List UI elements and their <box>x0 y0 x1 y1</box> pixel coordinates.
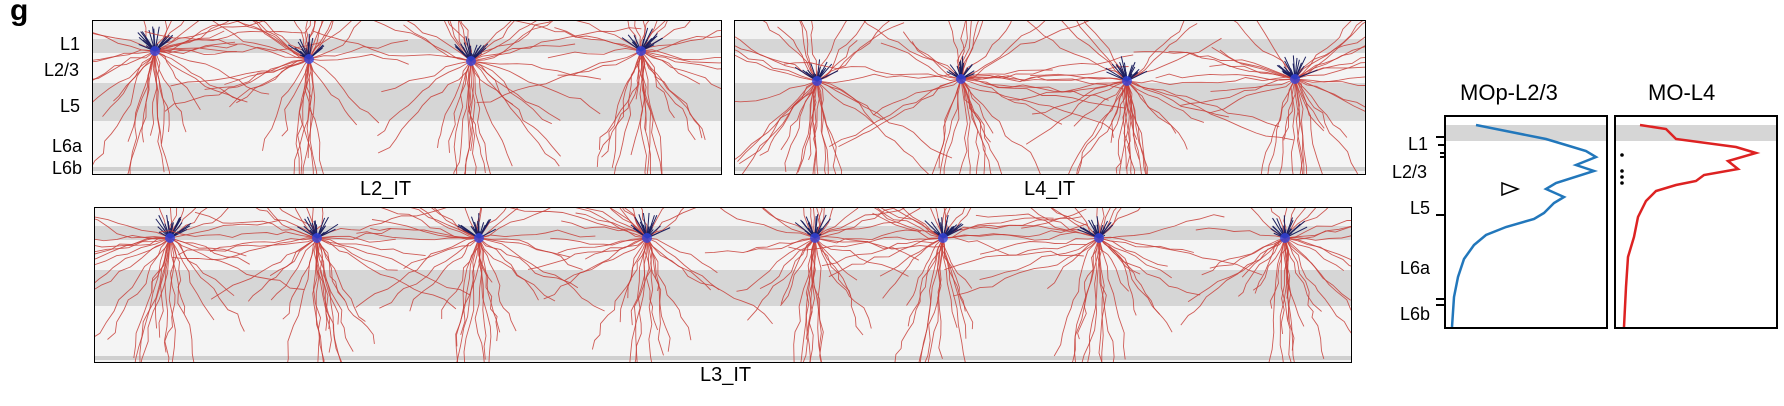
profile-layer-l1: L1 <box>1408 134 1428 155</box>
layer-label-l23: L2/3 <box>44 60 79 81</box>
profile-title-mo-l4: MO-L4 <box>1648 80 1715 106</box>
l4-it-panel <box>734 20 1366 175</box>
neuron-7 <box>1181 208 1352 363</box>
profile-curve-mop-l23 <box>1446 117 1606 327</box>
neuron-4 <box>690 208 944 363</box>
panel-letter: g <box>10 0 28 28</box>
neuron-0 <box>95 208 304 363</box>
profile-title-mop-l23: MOp-L2/3 <box>1460 80 1558 106</box>
profile-layer-l6a: L6a <box>1400 258 1430 279</box>
layer-label-l6a: L6a <box>52 136 82 157</box>
profile-layer-l5: L5 <box>1410 198 1430 219</box>
l3-it-panel <box>94 207 1352 363</box>
l2-it-panel <box>92 20 722 175</box>
group-label-l4-it: L4_IT <box>1024 178 1075 201</box>
layer-label-l1: L1 <box>60 34 80 55</box>
neuron-2 <box>344 208 604 363</box>
profile-panel-mo-l4 <box>1614 115 1778 329</box>
neuron-3 <box>510 208 772 363</box>
neuron-0 <box>93 21 321 175</box>
profile-layer-l6b: L6b <box>1400 304 1430 325</box>
l3-it-neurons <box>95 208 1352 363</box>
layer-label-l6b: L6b <box>52 158 82 179</box>
neuron-0 <box>735 21 954 175</box>
group-label-l2-it: L2_IT <box>360 178 411 201</box>
group-label-l3-it: L3_IT <box>700 364 751 387</box>
l2-it-neurons <box>93 21 722 175</box>
l4-it-neurons <box>735 21 1366 175</box>
profile-panel-mop-l23 <box>1444 115 1608 329</box>
neuron-1 <box>145 21 418 175</box>
neuron-2 <box>311 21 641 175</box>
layer-label-l5: L5 <box>60 96 80 117</box>
profile-layer-l23: L2/3 <box>1392 162 1427 183</box>
neuron-6 <box>944 208 1262 363</box>
profile-boundary-ticks <box>1430 115 1450 329</box>
profile-curve-mo-l4 <box>1616 117 1776 327</box>
